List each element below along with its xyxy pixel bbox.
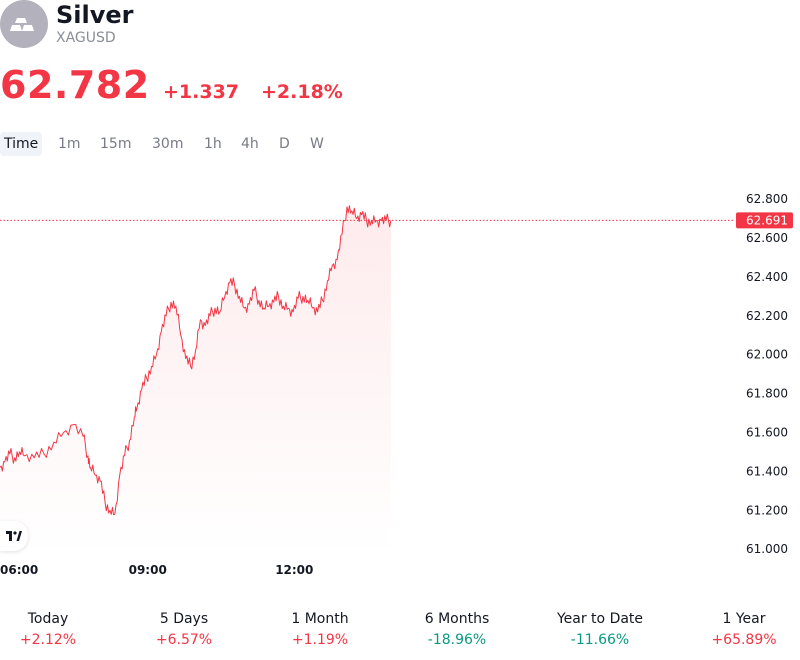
y-tick-label: 62.800 [746, 192, 788, 206]
interval-tab-4h[interactable]: 4h [241, 136, 259, 152]
range-label: 6 Months [424, 611, 490, 627]
asset-symbol: XAGUSD [56, 30, 116, 46]
range-value: +6.57% [155, 632, 213, 648]
tradingview-icon [6, 531, 22, 541]
silver-bars-icon [0, 0, 48, 48]
interval-tab-15m[interactable]: 15m [100, 136, 132, 152]
price-chart[interactable]: 61.000 61.200 61.400 61.600 61.800 62.000 62.2… [0, 170, 800, 590]
interval-tab-1h[interactable]: 1h [204, 136, 222, 152]
y-tick-label: 62.000 [746, 348, 788, 362]
range-value: +2.12% [19, 632, 77, 648]
asset-title: Silver [56, 1, 134, 29]
range-label: Year to Date [556, 611, 644, 627]
x-tick-label: 12:00 [275, 563, 313, 577]
y-tick-label: 61.800 [746, 387, 788, 401]
range-value: -18.96% [427, 632, 487, 648]
interval-tab-30m[interactable]: 30m [152, 136, 184, 152]
x-tick-label: 06:00 [0, 563, 38, 577]
range-value: +1.19% [291, 632, 349, 648]
interval-tab-1m[interactable]: 1m [58, 136, 81, 152]
interval-tab-time[interactable]: Time [0, 132, 43, 156]
price-area-fill [0, 205, 391, 555]
interval-tabs: Time 1m 15m 30m 1h 4h D W [0, 132, 800, 156]
price-change: +1.337 [163, 81, 240, 103]
price-change-percent: +2.18% [261, 81, 343, 103]
range-value: +65.89% [711, 632, 777, 648]
y-tick-label: 61.000 [746, 542, 788, 556]
range-1-year[interactable]: 1 Year +65.89% [679, 608, 800, 650]
y-tick-label: 62.400 [746, 270, 788, 284]
range-year-to-date[interactable]: Year to Date -11.66% [535, 608, 665, 650]
interval-tab-d[interactable]: D [279, 136, 290, 152]
last-price-badge [736, 212, 793, 229]
x-tick-label: 09:00 [129, 563, 167, 577]
y-tick-label: 62.200 [746, 309, 788, 323]
range-6-months[interactable]: 6 Months -18.96% [392, 608, 522, 650]
performance-ranges: Today +2.12% 5 Days +6.57% 1 Month +1.19… [0, 608, 800, 656]
range-label: 1 Year [722, 611, 766, 627]
last-price: 62.782 [0, 63, 150, 107]
header: Silver XAGUSD [0, 0, 800, 50]
range-1-month[interactable]: 1 Month +1.19% [255, 608, 385, 650]
tradingview-logo[interactable] [0, 521, 28, 551]
range-label: 5 Days [159, 611, 209, 627]
y-tick-label: 61.400 [746, 464, 788, 478]
range-value: -11.66% [570, 632, 630, 648]
y-tick-label: 61.200 [746, 503, 788, 517]
range-label: 1 Month [291, 611, 349, 627]
last-price-badge-label: 62.691 [746, 213, 788, 227]
range-5-days[interactable]: 5 Days +6.57% [119, 608, 249, 650]
price-line [0, 205, 392, 516]
interval-tab-w[interactable]: W [310, 136, 324, 152]
range-today[interactable]: Today +2.12% [0, 608, 113, 650]
y-tick-label: 62.600 [746, 231, 788, 245]
range-label: Today [27, 611, 69, 627]
y-tick-label: 61.600 [746, 426, 788, 440]
price-chart-canvas[interactable]: 61.000 61.200 61.400 61.600 61.800 62.000 62.2… [0, 170, 800, 590]
quote-bar: 62.782 +1.337 +2.18% [0, 62, 800, 110]
